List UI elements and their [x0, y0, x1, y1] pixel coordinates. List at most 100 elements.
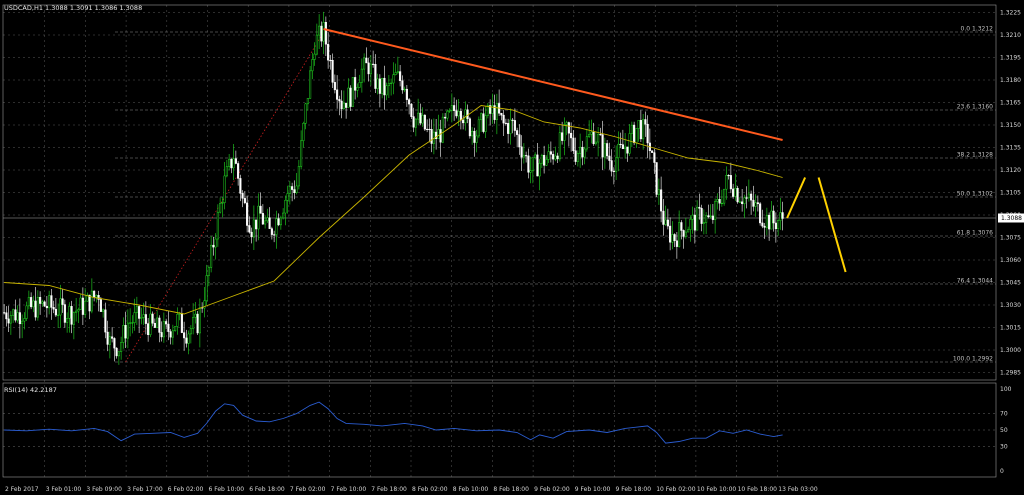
candle-body: [680, 222, 683, 231]
candle-body: [401, 80, 404, 91]
candle-body: [203, 300, 206, 309]
candle-body: [588, 134, 591, 137]
candle-body: [570, 132, 573, 139]
candle-body: [477, 119, 480, 137]
candle-body: [585, 136, 588, 150]
candle-body: [536, 154, 539, 177]
candle-body: [147, 323, 150, 336]
candle-body: [675, 240, 678, 247]
candle-body: [657, 189, 660, 195]
fib-level-label: 23.6 1.3160: [957, 104, 993, 111]
candle-body: [410, 103, 413, 117]
candle-body: [441, 116, 444, 143]
candle-body: [309, 70, 312, 99]
candle-body: [399, 71, 402, 81]
candle-body: [453, 105, 456, 111]
projection-up-line: [786, 177, 807, 219]
candle-body: [599, 134, 602, 136]
x-tick-label: 3 Feb 17:00: [127, 486, 163, 493]
candle-body: [484, 115, 487, 132]
candle-body: [324, 22, 327, 45]
candle-body: [174, 326, 177, 332]
candle-body: [511, 119, 514, 121]
candle-body: [644, 119, 647, 125]
candle-body: [241, 193, 244, 199]
candle-body: [3, 312, 6, 314]
candle-body: [468, 118, 471, 137]
candle-body: [772, 210, 775, 224]
candle-body: [266, 217, 269, 222]
candle-body: [738, 201, 741, 203]
x-tick-label: 10 Feb 02:00: [656, 486, 696, 493]
candle-body: [32, 300, 35, 308]
candle-body: [18, 312, 21, 325]
candle-body: [376, 78, 379, 89]
candle-body: [216, 211, 219, 240]
candle-body: [590, 131, 593, 135]
candle-body: [50, 295, 53, 308]
candle-body: [228, 158, 231, 167]
x-tick-label: 2 Feb 2017: [5, 486, 39, 493]
candle-body: [518, 134, 521, 148]
candle-body: [525, 155, 528, 157]
y-tick-label: 1.3195: [1000, 55, 1021, 62]
candle-body: [63, 304, 66, 323]
candle-body: [340, 100, 343, 109]
candle-body: [624, 146, 627, 150]
candles[interactable]: [3, 11, 784, 365]
candle-body: [626, 146, 629, 154]
candle-body: [124, 325, 127, 339]
candle-body: [561, 132, 564, 141]
candle-body: [187, 333, 190, 344]
candle-body: [34, 300, 37, 318]
rsi-line: [4, 401, 783, 444]
y-tick-label: 1.3105: [1000, 190, 1021, 197]
candle-body: [54, 308, 57, 316]
candle-body: [156, 317, 159, 328]
candle-body: [414, 118, 417, 128]
candle-body: [761, 222, 764, 227]
candle-body: [558, 132, 561, 160]
candle-body: [270, 228, 273, 235]
candle-body: [30, 297, 33, 308]
candle-body: [257, 205, 260, 230]
candle-body: [770, 210, 773, 230]
candle-body: [61, 298, 64, 305]
candle-body: [412, 116, 415, 128]
candle-body: [360, 68, 363, 83]
y-tick-label: 1.3135: [1000, 145, 1021, 152]
candle-body: [39, 297, 42, 304]
candle-body: [745, 197, 748, 199]
candle-body: [732, 188, 735, 197]
x-tick-label: 8 Feb 10:00: [453, 486, 489, 493]
candle-body: [268, 217, 271, 229]
candle-body: [455, 110, 458, 117]
x-tick-label: 8 Feb 18:00: [493, 486, 529, 493]
candle-body: [183, 332, 186, 339]
x-tick-label: 7 Feb 02:00: [290, 486, 326, 493]
candle-body: [678, 222, 681, 247]
candle-body: [383, 77, 386, 96]
candle-body: [495, 103, 498, 120]
candle-body: [581, 146, 584, 158]
candle-body: [207, 267, 210, 276]
candle-body: [264, 220, 267, 225]
candle-body: [354, 77, 357, 91]
candle-body: [403, 88, 406, 91]
candle-body: [473, 130, 476, 143]
candle-body: [234, 158, 237, 164]
y-tick-label: 1.3120: [1000, 167, 1021, 174]
candle-body: [286, 193, 289, 201]
candle-body: [185, 337, 188, 344]
candle-body: [493, 105, 496, 120]
y-tick-label: 1.3030: [1000, 302, 1021, 309]
candle-body: [219, 203, 222, 213]
candle-body: [390, 82, 393, 84]
candle-body: [106, 331, 109, 345]
candle-body: [331, 59, 334, 83]
candle-body: [104, 309, 107, 333]
candle-body: [336, 89, 339, 100]
candle-body: [642, 119, 645, 140]
